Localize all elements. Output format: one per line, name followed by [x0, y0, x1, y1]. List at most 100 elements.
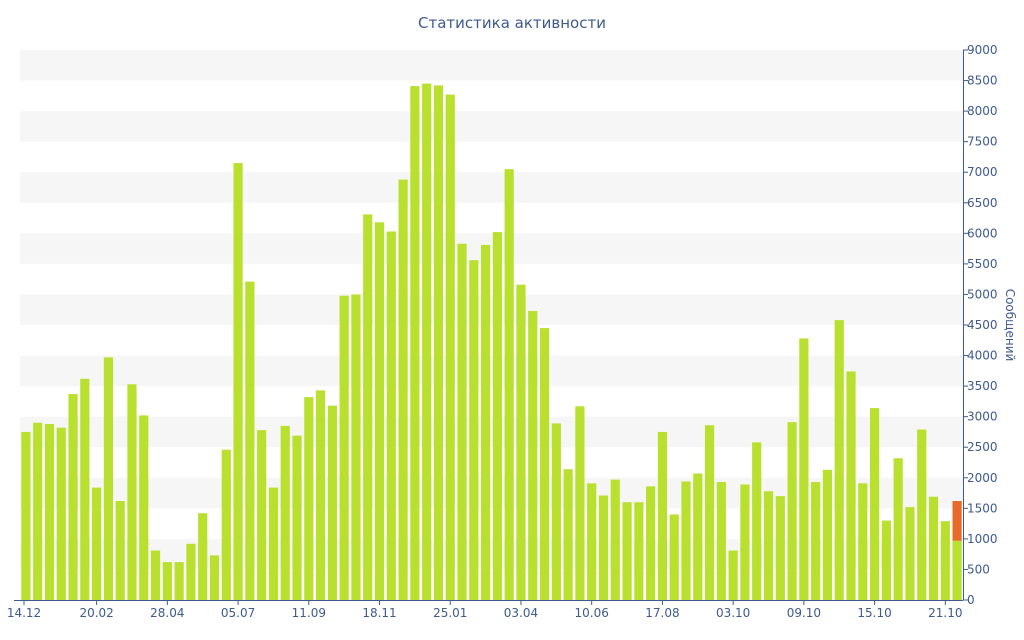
bar [634, 502, 644, 600]
bar [598, 495, 609, 600]
bars-layer [21, 83, 962, 601]
bar [186, 543, 196, 600]
bar [846, 371, 856, 600]
bar [127, 384, 137, 600]
bar [669, 514, 679, 600]
bar [398, 179, 408, 600]
grid-bands [20, 50, 963, 570]
bar [905, 507, 915, 600]
x-tick-label: 14.12 [7, 606, 41, 620]
bar [504, 169, 514, 601]
bar [728, 550, 738, 600]
y-tick-label: 3500 [967, 379, 998, 393]
x-tick-label: 10.06 [575, 606, 609, 620]
bar [917, 429, 927, 600]
bar [198, 513, 208, 600]
grid-band [20, 355, 963, 387]
bar [551, 423, 561, 600]
bar [704, 425, 715, 600]
bar [221, 449, 231, 600]
bar [292, 435, 302, 600]
bar [174, 562, 184, 600]
x-tick-label: 20.02 [79, 606, 113, 620]
bar [315, 390, 326, 600]
bar [56, 427, 66, 600]
y-tick-label: 7000 [967, 165, 998, 179]
y-tick-label: 5000 [967, 287, 998, 301]
bar [516, 284, 526, 600]
bar [92, 487, 102, 600]
bar [257, 430, 267, 600]
x-tick-label: 28.04 [150, 606, 184, 620]
x-tick-label: 09.10 [787, 606, 821, 620]
bar [928, 496, 939, 600]
y-tick-label: 1000 [967, 532, 998, 546]
bar [492, 232, 502, 601]
bar [811, 482, 821, 600]
bar [21, 431, 31, 600]
bar [539, 328, 550, 600]
y-tick-label: 8500 [967, 74, 998, 88]
bar [339, 295, 349, 600]
grid-band [20, 50, 963, 81]
bar [374, 222, 385, 600]
bar [433, 85, 444, 600]
bar [752, 442, 762, 600]
x-tick-label: 11.09 [292, 606, 326, 620]
y-tick-label: 6500 [967, 196, 998, 210]
bar [115, 501, 125, 600]
bar [33, 422, 43, 600]
bar [834, 320, 844, 600]
y-tick-label: 4500 [967, 318, 998, 332]
bar [150, 550, 161, 600]
y-tick-label: 0 [967, 593, 975, 607]
grid-band [20, 111, 963, 142]
bar [587, 483, 597, 600]
bar [893, 458, 903, 600]
bar [716, 482, 726, 600]
bar [268, 487, 279, 600]
bar [646, 486, 656, 600]
bar [870, 408, 880, 600]
bar [363, 214, 373, 600]
bar [327, 405, 337, 600]
chart-title: Статистика активности [418, 14, 606, 32]
y-tick-label: 2000 [967, 471, 998, 485]
bar [386, 231, 396, 600]
grid-band [20, 172, 963, 203]
x-tick-label: 15.10 [857, 606, 891, 620]
y-tick-label: 3000 [967, 410, 998, 424]
bar [822, 469, 833, 600]
bar [622, 502, 632, 600]
y-tick-label: 6000 [967, 226, 998, 240]
grid-band [20, 233, 963, 264]
bar [763, 491, 774, 600]
bar [445, 94, 455, 601]
bar [952, 540, 962, 600]
bar [740, 484, 750, 600]
y-axis-title: Сообщений [1003, 289, 1017, 362]
bar [245, 281, 255, 600]
x-tick-label: 18.11 [362, 606, 396, 620]
y-tick-label: 8000 [967, 104, 998, 118]
y-tick-label: 5500 [967, 257, 998, 271]
grid-band [20, 416, 963, 448]
grid-band [20, 294, 963, 325]
y-tick-label: 4000 [967, 349, 998, 363]
bar [610, 479, 620, 600]
bar [563, 469, 573, 600]
bar [657, 431, 668, 600]
bar [80, 378, 90, 600]
bar [575, 406, 585, 600]
bar [881, 520, 891, 600]
bar [681, 481, 691, 600]
bar [68, 394, 78, 600]
bar [469, 260, 479, 600]
bar [103, 357, 113, 600]
bar [693, 473, 703, 600]
x-tick-label: 25.01 [433, 606, 467, 620]
bar [139, 415, 149, 600]
bar [304, 397, 314, 600]
bar [799, 338, 809, 600]
